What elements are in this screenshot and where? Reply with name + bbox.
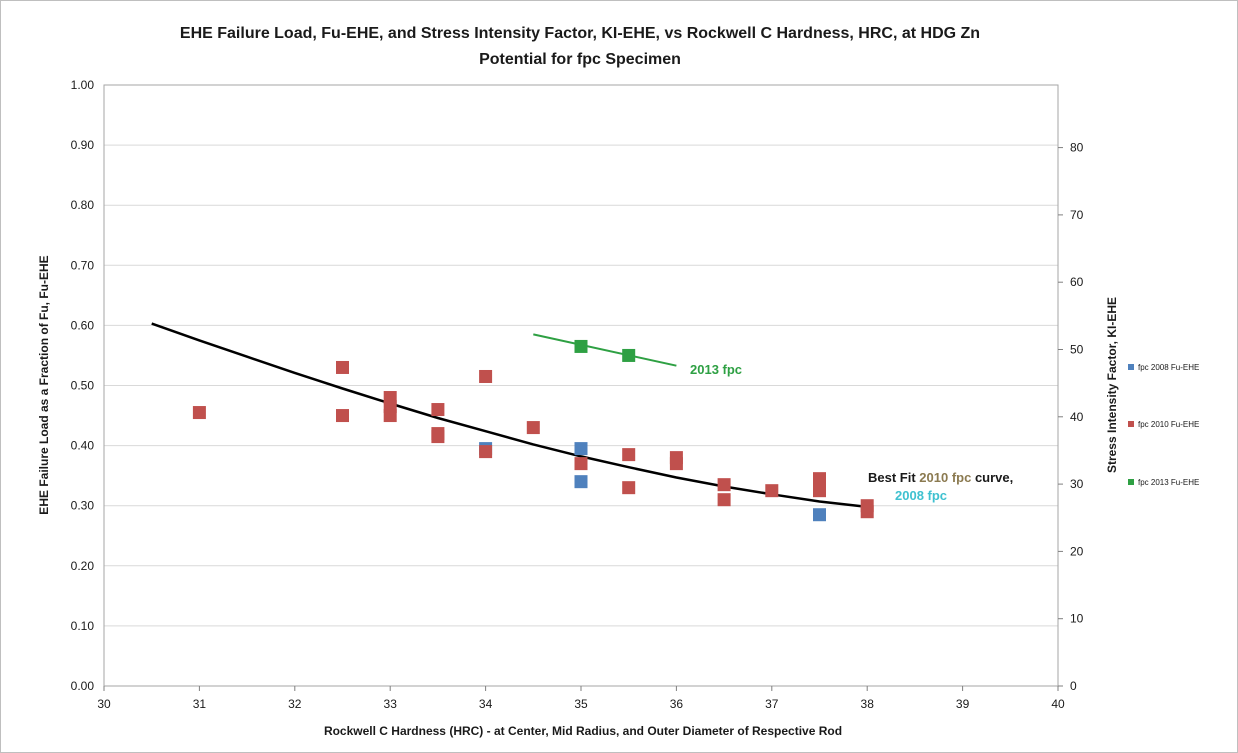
y2-axis-ticks: 0 10 20 30 40 50 60 70 80 [1058, 141, 1084, 693]
y2-tick-label: 20 [1070, 544, 1084, 558]
legend-entry: fpc 2008 Fu-EHE [1138, 363, 1199, 372]
x-tick-label: 36 [670, 697, 684, 711]
data-point [622, 448, 636, 462]
chart-title-line1: EHE Failure Load, Fu-EHE, and Stress Int… [180, 25, 980, 42]
fit-curves [151, 322, 868, 509]
y-tick-label: 0.40 [71, 439, 95, 453]
data-point [622, 348, 636, 362]
data-point [669, 457, 683, 471]
y-axis-ticks: 0.00 0.10 0.20 0.30 0.40 0.50 0.60 0.70 0.80 0.90… [71, 78, 95, 693]
x-tick-label: 37 [765, 697, 779, 711]
y-tick-label: 0.80 [71, 198, 95, 212]
x-tick-label: 33 [384, 697, 398, 711]
data-point [765, 484, 779, 498]
y-tick-label: 1.00 [71, 78, 95, 92]
data-point [574, 475, 588, 489]
data-point [622, 481, 636, 495]
data-point [860, 505, 874, 519]
y2-tick-label: 80 [1070, 141, 1084, 155]
annotation-best-fit-b: 2010 fpc [919, 470, 971, 485]
data-point [717, 478, 731, 492]
x-tick-label: 30 [97, 697, 111, 711]
y-tick-label: 0.20 [71, 559, 95, 573]
data-point [336, 409, 349, 423]
y-axis-label: EHE Failure Load as a Fraction of Fu, Fu… [37, 255, 51, 514]
data-point [717, 493, 731, 507]
y-tick-label: 0.70 [71, 258, 95, 272]
y-tick-label: 0.30 [71, 499, 95, 513]
data-point [574, 442, 588, 456]
x-tick-label: 35 [574, 697, 588, 711]
data-point [479, 369, 493, 383]
legend-swatch [1128, 364, 1134, 370]
x-tick-label: 40 [1051, 697, 1065, 711]
annotation-best-fit: Best Fit 2010 fpc curve, [868, 470, 1013, 485]
x-tick-label: 39 [956, 697, 970, 711]
annotation-best-fit-a: Best Fit [868, 470, 919, 485]
data-point [383, 409, 397, 423]
annotation-best-fit-c: curve, [971, 470, 1013, 485]
x-axis-ticks: 30 31 32 33 34 35 36 37 38 39 40 [97, 686, 1065, 711]
y2-tick-label: 0 [1070, 679, 1077, 693]
x-tick-label: 34 [479, 697, 493, 711]
x-tick-label: 31 [193, 697, 207, 711]
data-point [431, 403, 445, 417]
y-tick-label: 0.50 [71, 379, 95, 393]
chart-title-line2: Potential for fpc Specimen [479, 51, 681, 68]
data-point [813, 472, 826, 486]
fit-curve [533, 333, 677, 367]
y-tick-label: 0.00 [71, 679, 95, 693]
data-point [431, 430, 445, 444]
y-tick-label: 0.10 [71, 619, 95, 633]
y2-axis-label: Stress Intensity Factor, KI-EHE [1105, 297, 1119, 473]
data-point [479, 445, 493, 459]
data-point [813, 508, 826, 522]
data-point [336, 360, 349, 374]
y-tick-label: 0.90 [71, 138, 95, 152]
data-points [192, 339, 874, 522]
y2-tick-label: 10 [1070, 612, 1084, 626]
data-point [813, 484, 826, 498]
y-tick-label: 0.60 [71, 318, 95, 332]
legend: fpc 2008 Fu-EHE fpc 2010 Fu-EHE fpc 2013 F… [1128, 363, 1199, 487]
legend-swatch [1128, 421, 1134, 427]
legend-swatch [1128, 479, 1134, 485]
y2-tick-label: 30 [1070, 477, 1084, 491]
legend-entry: fpc 2010 Fu-EHE [1138, 420, 1199, 429]
y2-tick-label: 50 [1070, 342, 1084, 356]
x-tick-label: 32 [288, 697, 302, 711]
y2-tick-label: 70 [1070, 208, 1084, 222]
annotation-2008-fpc: 2008 fpc [895, 488, 947, 503]
data-point [574, 339, 588, 353]
data-point [526, 421, 540, 435]
annotation-2013-fpc: 2013 fpc [690, 362, 742, 377]
data-point [574, 457, 588, 471]
y2-tick-label: 40 [1070, 410, 1084, 424]
x-tick-label: 38 [861, 697, 875, 711]
legend-entry: fpc 2013 Fu-EHE [1138, 478, 1199, 487]
y2-tick-label: 60 [1070, 275, 1084, 289]
fit-curve [151, 322, 868, 509]
x-axis-label: Rockwell C Hardness (HRC) - at Center, M… [324, 724, 842, 738]
data-point [192, 406, 206, 420]
